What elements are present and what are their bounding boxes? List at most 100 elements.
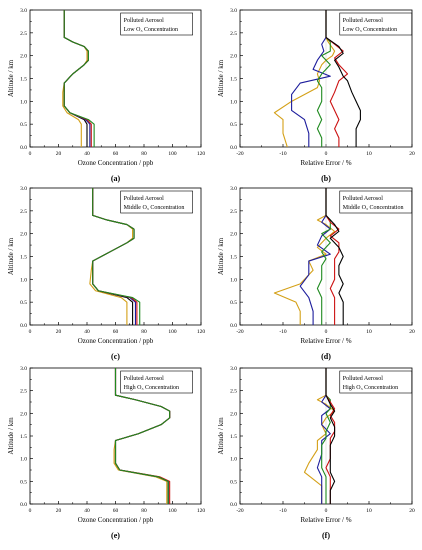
x-tick-label: 40: [84, 508, 90, 514]
x-tick-label: 120: [197, 329, 206, 335]
y-tick-label: 1.0: [20, 99, 27, 105]
series-line-4: [114, 368, 171, 504]
chart-panel-b: 0.0 0.5 1.0 1.5 2.0 2.5 3.0 -20 -10 0 10 20 Polluted…: [217, 8, 415, 183]
x-tick-label: -10: [279, 151, 287, 157]
y-tick-label: 0.0: [20, 145, 27, 151]
x-axis-label: Ozone Concentration / ppb: [78, 516, 154, 524]
x-axis-label: Ozone Concentration / ppb: [78, 159, 154, 167]
x-tick-label: 60: [113, 508, 119, 514]
y-tick-label: 1.5: [230, 77, 237, 83]
y-tick-label: 2.5: [20, 389, 27, 395]
legend-line-2: Middle O₃ Concentration: [124, 205, 185, 211]
x-tick-label: 100: [168, 329, 177, 335]
y-tick-label: 0.5: [20, 300, 27, 306]
y-tick-label: 2.0: [230, 232, 237, 238]
x-tick-label: 0: [29, 151, 32, 157]
y-tick-label: 2.0: [20, 232, 27, 238]
x-tick-label: -20: [236, 151, 244, 157]
y-tick-label: 1.0: [230, 99, 237, 105]
x-tick-label: 0: [325, 329, 328, 335]
x-tick-label: 0: [29, 329, 32, 335]
chart-panel-e: 0.0 0.5 1.0 1.5 2.0 2.5 3.0 0 20 40 60 80 100 120 Poll…: [7, 366, 205, 540]
series-line-1: [316, 368, 331, 504]
y-tick-label: 2.0: [230, 54, 237, 60]
series-line-3: [325, 188, 340, 325]
y-tick-label: 0.0: [20, 323, 27, 329]
x-tick-label: 0: [29, 508, 32, 514]
y-tick-label: 3.0: [230, 186, 237, 192]
y-tick-label: 2.5: [20, 209, 27, 215]
y-tick-label: 0.0: [230, 502, 237, 508]
x-tick-label: 80: [141, 508, 147, 514]
y-tick-label: 1.5: [20, 255, 27, 261]
y-tick-label: 2.0: [230, 411, 237, 417]
y-tick-label: 3.0: [230, 8, 237, 14]
legend-line-1: Polluted Aerosol: [124, 196, 164, 202]
chart-panel-f: 0.0 0.5 1.0 1.5 2.0 2.5 3.0 -20 -10 0 10 20 Polluted…: [217, 366, 415, 540]
y-tick-label: 2.0: [20, 54, 27, 60]
legend-line-2: Low O₃ Concentration: [124, 27, 178, 33]
y-tick-label: 1.5: [20, 434, 27, 440]
x-tick-label: 40: [84, 329, 90, 335]
y-tick-label: 1.5: [230, 434, 237, 440]
legend-box: [339, 12, 413, 36]
chart-panel-c: 0.0 0.5 1.0 1.5 2.0 2.5 3.0 0 20 40 60 80 100 120 Poll…: [7, 186, 205, 361]
x-tick-label: 20: [56, 151, 62, 157]
x-tick-label: -10: [279, 329, 287, 335]
x-tick-label: 10: [366, 329, 372, 335]
legend-line-2: High O₃ Concentration: [343, 385, 398, 391]
y-tick-label: 1.0: [230, 277, 237, 283]
chart-panel-a: 0.0 0.5 1.0 1.5 2.0 2.5 3.0 0 20 40 60 80 100 120 Poll…: [7, 8, 205, 183]
y-tick-label: 1.5: [230, 255, 237, 261]
y-axis-label: Altitude / km: [217, 59, 225, 97]
legend-line-2: Low O₃ Concentration: [343, 27, 397, 33]
chart-panel-d: 0.0 0.5 1.0 1.5 2.0 2.5 3.0 -20 -10 0 10 20 Polluted…: [217, 186, 415, 361]
x-axis-label: Relative Error / %: [300, 337, 351, 345]
series-line-4: [63, 10, 95, 147]
y-tick-label: 0.0: [20, 502, 27, 508]
y-tick-label: 2.5: [230, 209, 237, 215]
x-tick-label: 120: [197, 151, 206, 157]
x-tick-label: 20: [409, 329, 415, 335]
panel-label: (b): [321, 174, 331, 183]
y-tick-label: 2.0: [20, 411, 27, 417]
x-axis-label: Ozone Concentration / ppb: [78, 337, 154, 345]
x-tick-label: 80: [141, 151, 147, 157]
y-axis-label: Altitude / km: [217, 417, 225, 455]
legend-box: [120, 190, 193, 214]
series-line-4: [325, 10, 361, 147]
y-tick-label: 3.0: [20, 186, 27, 192]
x-tick-label: -20: [236, 508, 244, 514]
legend-box: [120, 370, 193, 394]
x-tick-label: 60: [113, 151, 119, 157]
x-axis-label: Relative Error / %: [300, 516, 351, 524]
series-line-3: [325, 368, 336, 504]
x-axis-label: Relative Error / %: [300, 159, 351, 167]
legend-box: [339, 190, 413, 214]
y-axis-label: Altitude / km: [7, 59, 15, 97]
panel-label: (c): [111, 352, 120, 361]
x-tick-label: 100: [168, 151, 177, 157]
y-tick-label: 0.0: [230, 323, 237, 329]
legend-box: [339, 370, 413, 394]
x-tick-label: 20: [409, 151, 415, 157]
x-tick-label: 10: [366, 151, 372, 157]
y-tick-label: 3.0: [20, 8, 27, 14]
series-line-4: [325, 188, 344, 325]
y-tick-label: 0.0: [230, 145, 237, 151]
y-tick-label: 1.0: [20, 457, 27, 463]
y-tick-label: 2.5: [20, 31, 27, 37]
series-line-3: [325, 10, 349, 147]
panel-label: (d): [321, 352, 331, 361]
series-line-1: [299, 188, 331, 325]
y-tick-label: 1.0: [230, 457, 237, 463]
series-line-0: [273, 188, 336, 325]
x-tick-label: 60: [113, 329, 119, 335]
x-tick-label: 20: [56, 329, 62, 335]
panel-label: (e): [111, 531, 120, 540]
y-tick-label: 0.5: [20, 122, 27, 128]
y-tick-label: 3.0: [20, 366, 27, 372]
series-line-2: [316, 10, 331, 147]
y-tick-label: 3.0: [230, 366, 237, 372]
y-tick-label: 0.5: [230, 122, 237, 128]
